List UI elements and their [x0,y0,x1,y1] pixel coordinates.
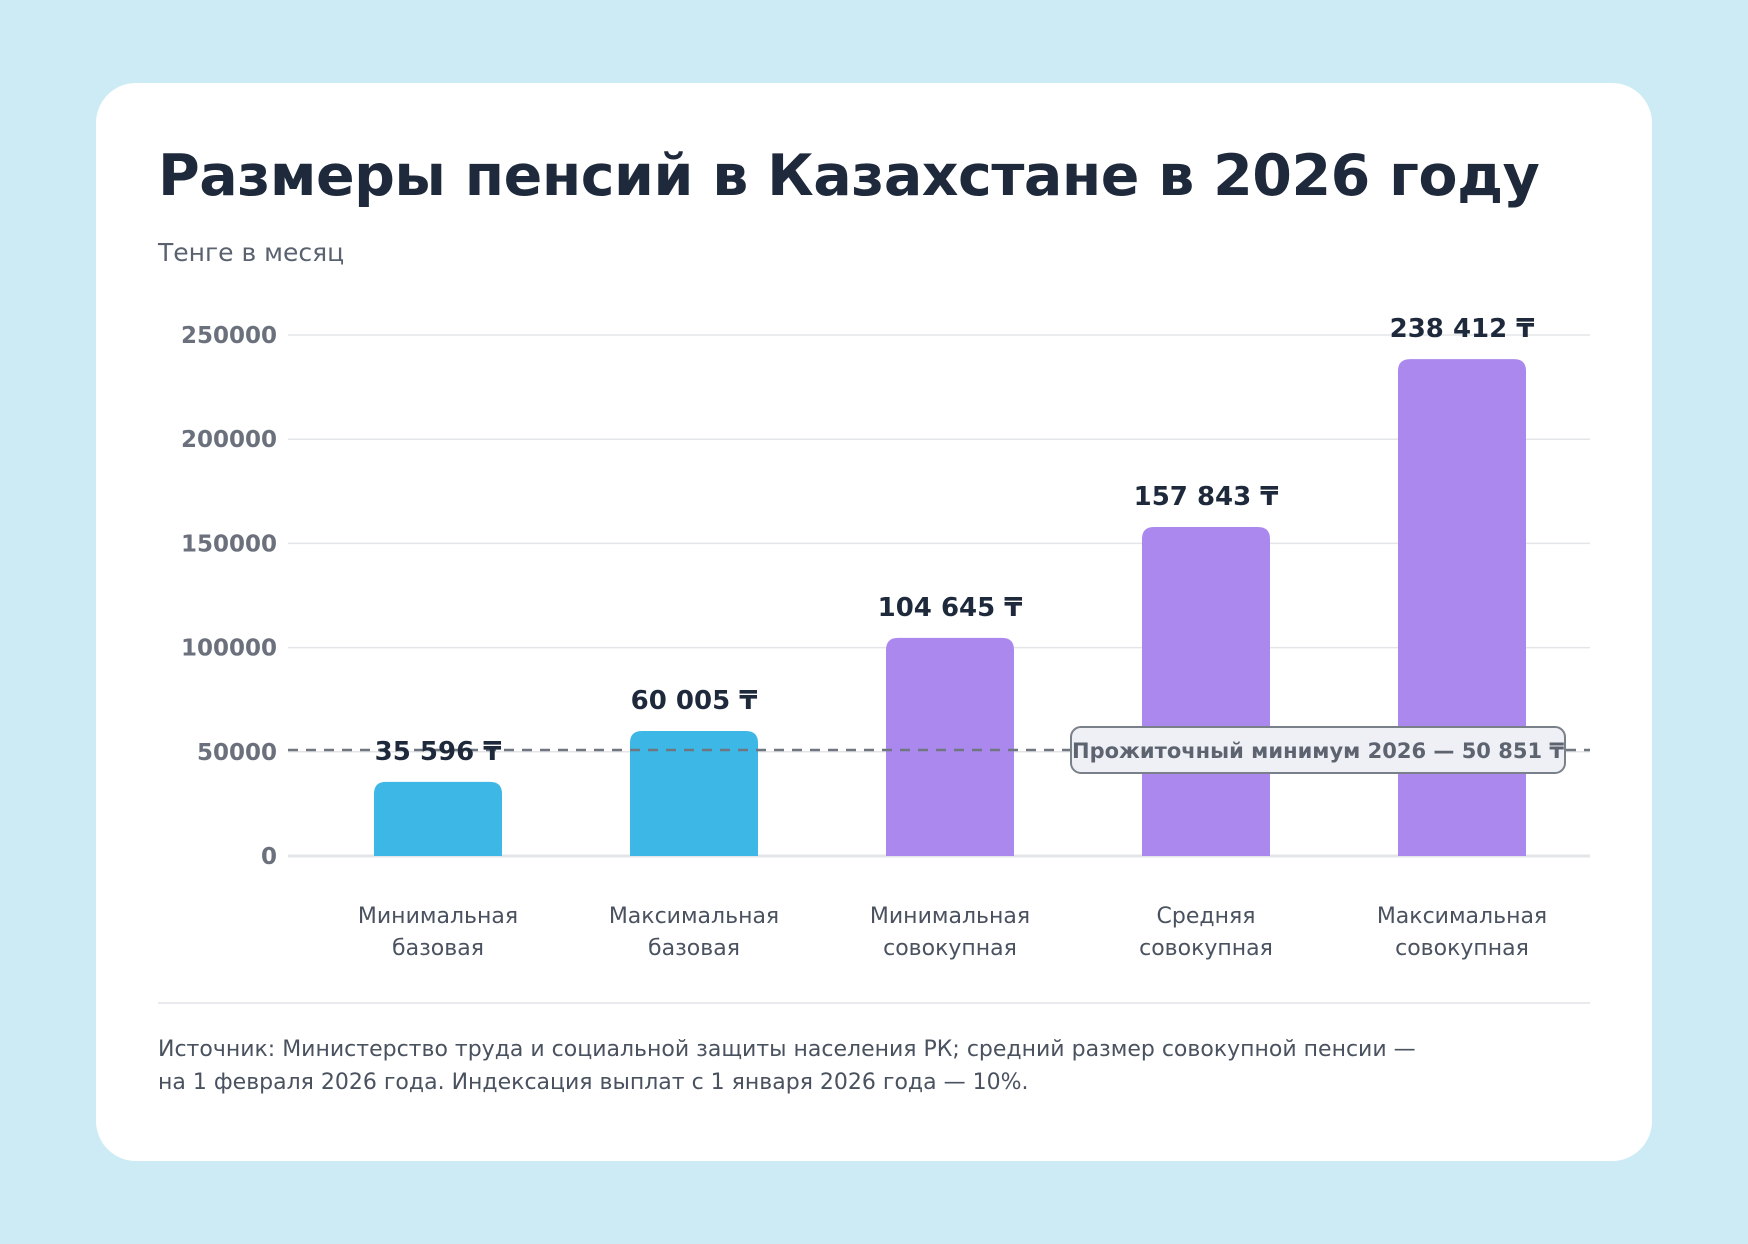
bar [1142,527,1270,856]
x-axis-label: Максимальная [609,904,779,929]
x-axis-label: Средняя [1157,904,1256,929]
x-axis-label: совокупная [1395,936,1529,961]
value-label: 157 843 ₸ [1134,482,1279,512]
y-tick-label: 0 [261,844,277,870]
source-line-2: на 1 февраля 2026 года. Индексация выпла… [158,1070,1029,1095]
reference-label-box [1070,726,1566,775]
chart-card: Размеры пенсий в Казахстане в 2026 году … [96,83,1652,1161]
source-note: Источник: Министерство труда и социально… [158,1033,1458,1099]
reference-label: Прожиточный минимум 2026 — 50 851 ₸ [1072,739,1564,763]
y-tick-label: 250000 [181,323,277,349]
y-axis-ticks: 0 50000 100000 150000 200000 250000 [181,323,277,870]
chart-title: Размеры пенсий в Казахстане в 2026 году [158,143,1540,209]
bar [886,637,1014,856]
y-tick-label: 50000 [197,740,277,766]
x-axis-label: совокупная [883,936,1017,961]
reference-line-group: Прожиточный минимум 2026 — 50 851 ₸ [288,726,1590,775]
bar-chart: 0 50000 100000 150000 200000 250000 Прожиточн… [181,314,1590,961]
footer-divider [158,1002,1590,1004]
bar [1398,359,1526,856]
value-label: 104 645 ₸ [878,593,1023,623]
value-label: 35 596 ₸ [375,737,502,767]
y-tick-label: 150000 [181,531,277,557]
bar [630,730,758,856]
x-axis-label: Максимальная [1377,904,1547,929]
y-tick-label: 100000 [181,636,277,662]
y-tick-label: 200000 [181,427,277,453]
value-label: 238 412 ₸ [1390,314,1535,344]
bar [374,781,502,856]
x-axis-label: базовая [392,936,484,961]
value-labels: 35 596 ₸ 60 005 ₸ 104 645 ₸ 157 843 ₸ 238 41… [375,314,1535,767]
source-line-1: Источник: Министерство труда и социально… [158,1037,1416,1062]
x-axis-label: совокупная [1139,936,1273,961]
x-axis-label: базовая [648,936,740,961]
chart-subtitle: Тенге в месяц [158,238,345,267]
x-axis-label: Минимальная [870,904,1030,929]
x-axis-labels: Минимальная базовая Максимальная базовая Мин… [358,904,1547,961]
x-axis-label: Минимальная [358,904,518,929]
value-label: 60 005 ₸ [631,686,758,716]
